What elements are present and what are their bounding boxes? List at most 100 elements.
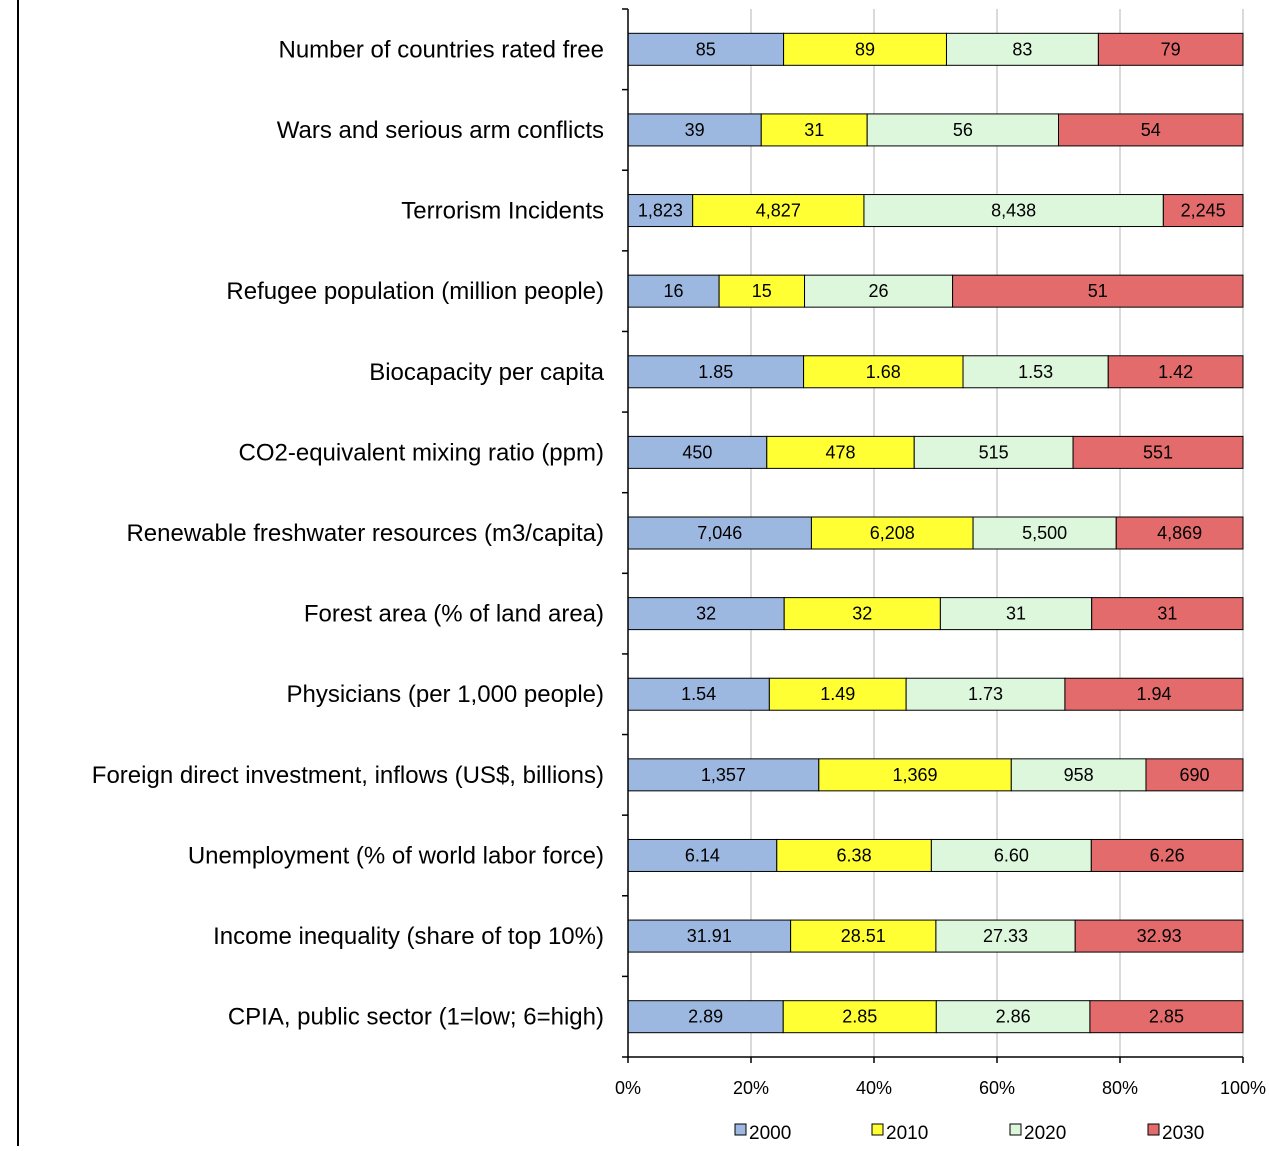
data-label: 2.89	[688, 1007, 723, 1027]
data-label: 6.26	[1150, 845, 1185, 865]
x-tick-label: 0%	[615, 1078, 641, 1098]
data-label: 690	[1179, 765, 1209, 785]
data-label: 31	[804, 120, 824, 140]
data-label: 32.93	[1137, 926, 1182, 946]
category-label: Unemployment (% of world labor force)	[188, 842, 604, 869]
data-label: 1,369	[893, 765, 938, 785]
bar-segment	[1064, 677, 1244, 711]
data-label: 1.49	[820, 684, 855, 704]
legend-label: 2010	[886, 1123, 928, 1144]
bar-segment	[863, 194, 1164, 228]
data-label: 450	[682, 442, 712, 462]
bar-segment	[1097, 32, 1244, 66]
category-label: Wars and serious arm conflicts	[277, 117, 604, 144]
bar-segment	[1072, 435, 1244, 469]
bar-segment	[627, 113, 762, 147]
data-label: 28.51	[841, 926, 886, 946]
data-label: 1.85	[698, 362, 733, 382]
data-label: 1,357	[701, 765, 746, 785]
bar-segment	[782, 1000, 937, 1034]
data-label: 79	[1161, 39, 1181, 59]
legend: 2000 2010 2020 2030	[734, 1123, 1204, 1144]
legend-swatch	[1147, 1123, 1160, 1136]
bar-segment	[1089, 1000, 1244, 1034]
data-label: 6.38	[837, 845, 872, 865]
bar-segment	[776, 838, 932, 872]
x-tick-label: 40%	[856, 1078, 892, 1098]
data-label: 31	[1006, 604, 1026, 624]
data-label: 8,438	[991, 201, 1036, 221]
bar-segment	[627, 355, 805, 389]
data-label: 478	[825, 442, 855, 462]
data-label: 551	[1143, 442, 1173, 462]
category-label: Renewable freshwater resources (m3/capit…	[126, 520, 604, 547]
bar-segment	[627, 32, 785, 66]
bar-segment	[783, 597, 941, 631]
bar-segment	[952, 274, 1244, 308]
category-label: Terrorism Incidents	[401, 198, 604, 225]
category-label: CPIA, public sector (1=low; 6=high)	[228, 1004, 604, 1031]
bar-segment	[818, 758, 1012, 792]
data-label: 16	[664, 281, 684, 301]
data-label: 1.53	[1018, 362, 1053, 382]
data-label: 32	[696, 604, 716, 624]
data-label: 56	[953, 120, 973, 140]
axes: 0% 20% 40% 60% 80% 100%	[615, 8, 1266, 1098]
x-tick-label: 20%	[733, 1078, 769, 1098]
data-label: 32	[852, 604, 872, 624]
data-label: 2,245	[1181, 201, 1226, 221]
data-label: 2.86	[996, 1007, 1031, 1027]
bar-segment	[972, 516, 1117, 550]
data-label: 6,208	[870, 523, 915, 543]
bar-segment	[1058, 113, 1244, 147]
data-label: 83	[1012, 39, 1032, 59]
x-tick-label: 80%	[1102, 1078, 1138, 1098]
bar-segment	[810, 516, 974, 550]
bar-segment	[930, 838, 1092, 872]
data-label: 85	[696, 39, 716, 59]
bar-segment	[627, 919, 792, 953]
category-labels: Number of countries rated free Wars and s…	[92, 36, 605, 1030]
category-label: CO2-equivalent mixing ratio (ppm)	[239, 439, 604, 466]
data-label: 31.91	[687, 926, 732, 946]
bar-segment	[783, 32, 947, 66]
data-label: 5,500	[1022, 523, 1067, 543]
legend-label: 2020	[1024, 1123, 1066, 1144]
category-label: Forest area (% of land area)	[304, 601, 604, 628]
bar-segment	[627, 1000, 784, 1034]
data-label: 2.85	[842, 1007, 877, 1027]
bar-segment	[627, 838, 778, 872]
bar-segment	[1010, 758, 1147, 792]
bar-segment	[945, 32, 1099, 66]
data-label: 27.33	[983, 926, 1028, 946]
bar-segment	[1162, 194, 1244, 228]
bar-segment	[804, 274, 954, 308]
data-label: 1.94	[1136, 684, 1171, 704]
data-label: 515	[979, 442, 1009, 462]
bar-segment	[866, 113, 1060, 147]
bar-segment	[905, 677, 1066, 711]
x-tick-label: 60%	[979, 1078, 1015, 1098]
data-label: 51	[1088, 281, 1108, 301]
legend-label: 2030	[1162, 1123, 1204, 1144]
bar-segment	[935, 919, 1076, 953]
legend-label: 2000	[749, 1123, 791, 1144]
bar-segment	[627, 194, 694, 228]
frame-left-border	[17, 0, 19, 1146]
legend-swatch	[734, 1123, 747, 1136]
category-label: Foreign direct investment, inflows (US$,…	[92, 762, 604, 789]
x-tick-label: 100%	[1220, 1078, 1266, 1098]
data-label: 6.14	[685, 845, 720, 865]
bar-segment	[1115, 516, 1244, 550]
bar-segment	[1091, 597, 1244, 631]
data-label: 26	[869, 281, 889, 301]
data-label: 4,827	[756, 201, 801, 221]
category-label: Number of countries rated free	[279, 36, 605, 63]
bar-segment	[962, 355, 1109, 389]
data-label: 31	[1157, 604, 1177, 624]
data-label: 1.42	[1158, 362, 1193, 382]
legend-swatch	[1009, 1123, 1022, 1136]
data-label: 7,046	[697, 523, 742, 543]
